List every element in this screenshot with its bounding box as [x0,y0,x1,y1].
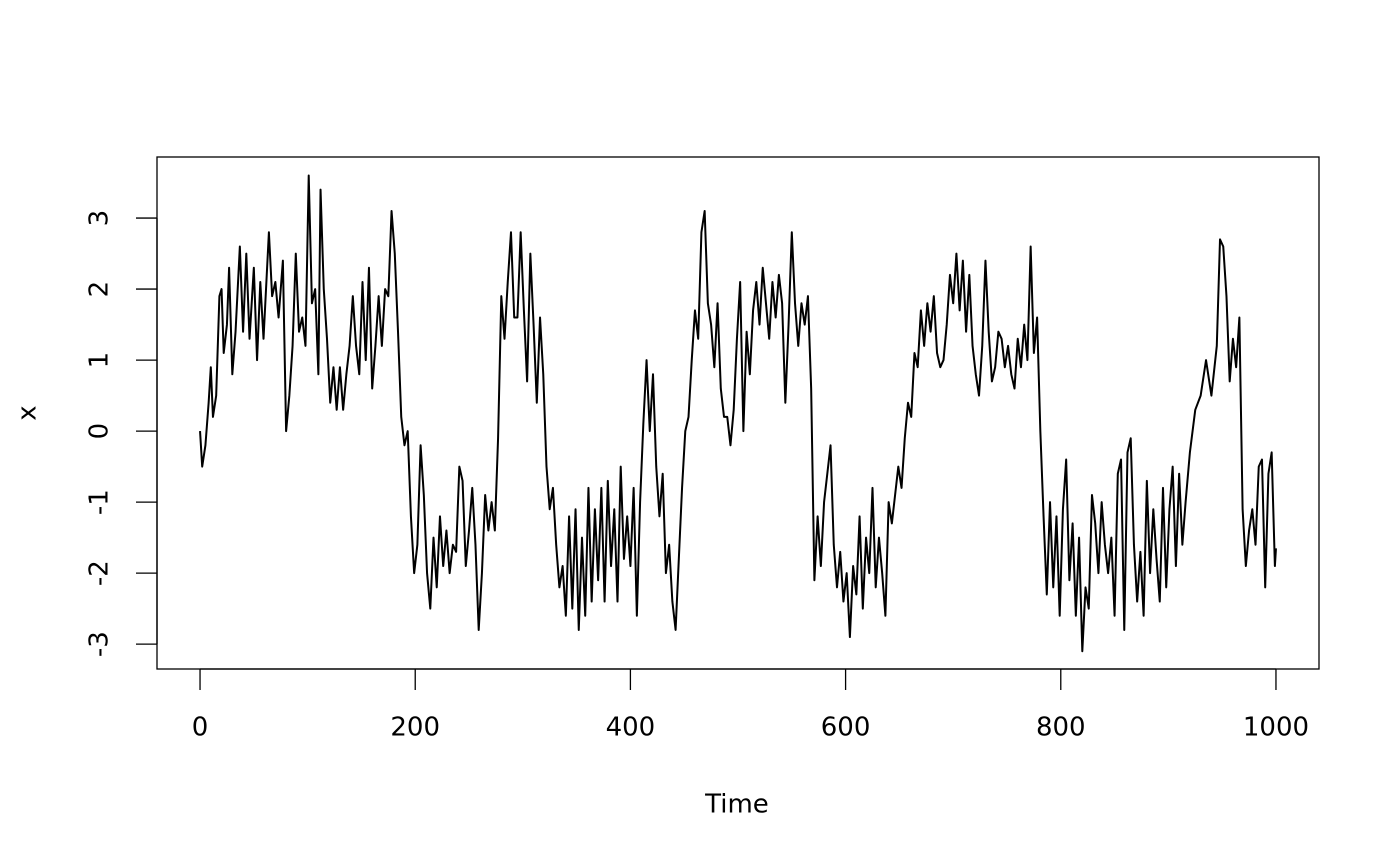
x-tick-label: 1000 [1243,713,1309,743]
x-tick-label: 600 [821,713,871,743]
y-tick-label: 2 [85,281,115,298]
y-tick-label: -2 [85,560,115,586]
x-tick-label: 200 [390,713,440,743]
x-tick-label: 400 [606,713,656,743]
y-tick-label: 1 [85,352,115,369]
y-tick-label: -3 [85,631,115,657]
x-tick-label: 0 [192,713,209,743]
y-tick-label: -1 [85,489,115,515]
series-line [199,174,1277,653]
y-axis-label: x [13,405,43,420]
x-tick-label: 800 [1036,713,1086,743]
x-axis-label: Time [704,790,769,820]
y-tick-label: 3 [85,210,115,227]
y-tick-label: 0 [85,423,115,440]
